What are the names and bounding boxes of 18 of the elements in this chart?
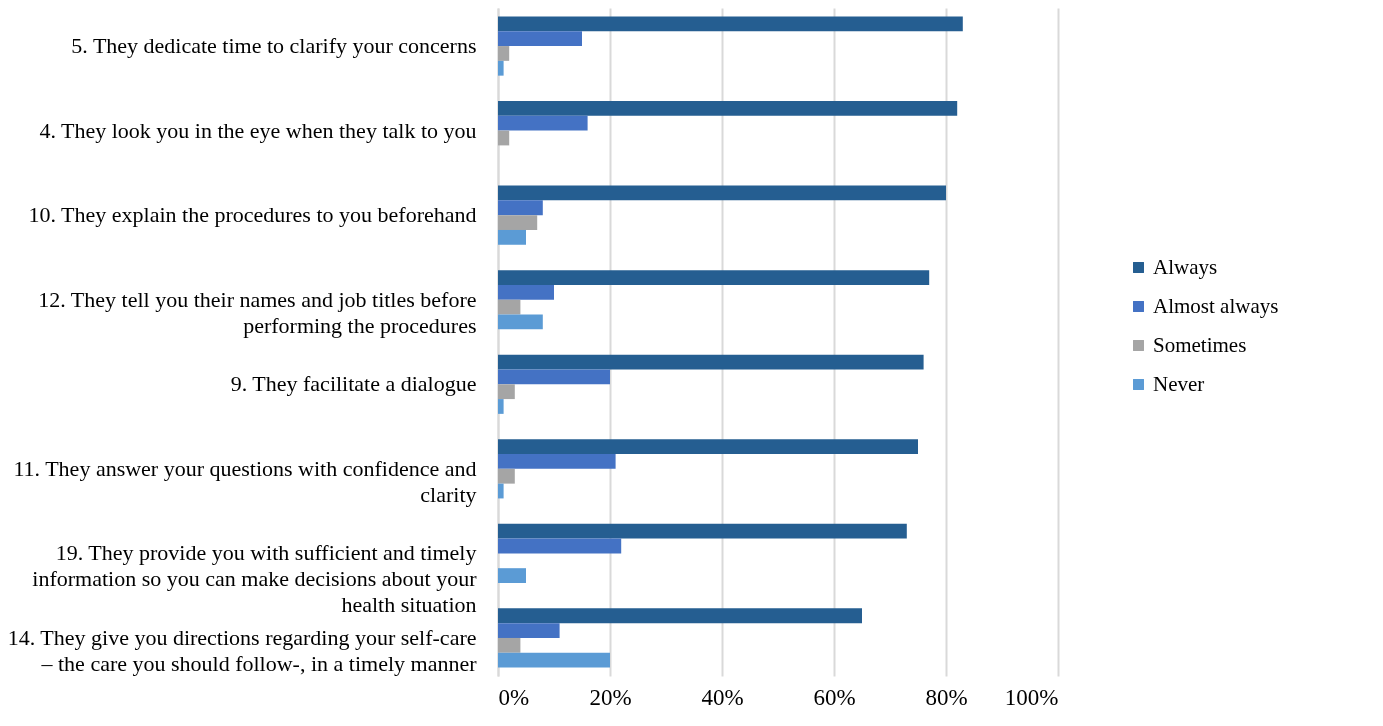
y-tick-label: 19. They provide you with sufficient and timely information so you can make decisions about your health situation bbox=[32, 540, 478, 618]
x-tick-label: 60% bbox=[813, 684, 856, 710]
y-tick-label: 4. They look you in the eye when they talk to you bbox=[39, 117, 477, 143]
y-tick-label: 12. They tell you their names and job titles before performing the procedures bbox=[38, 286, 477, 338]
y-tick-label: 10. They explain the procedures to you beforehand bbox=[28, 202, 477, 228]
y-tick-label: 14. They give you directions regarding your self-care – the care you should follow-, in a timely manner bbox=[7, 624, 478, 676]
y-tick-label: 11. They answer your questions with confidence and clarity bbox=[13, 455, 477, 507]
legend-label: Always bbox=[1153, 254, 1218, 279]
x-tick-label: 40% bbox=[701, 684, 744, 710]
legend-label: Never bbox=[1153, 371, 1205, 396]
legend-label: Sometimes bbox=[1153, 332, 1247, 357]
x-tick-label: 80% bbox=[925, 684, 968, 710]
y-tick-label: 5. They dedicate time to clarify your concerns bbox=[71, 33, 477, 59]
x-tick-label: 20% bbox=[589, 684, 632, 710]
y-tick-label: 9. They facilitate a dialogue bbox=[230, 371, 477, 397]
legend-label: Almost always bbox=[1153, 293, 1279, 318]
x-tick-label: 0% bbox=[498, 684, 530, 710]
x-tick-label: 100% bbox=[1004, 684, 1059, 710]
